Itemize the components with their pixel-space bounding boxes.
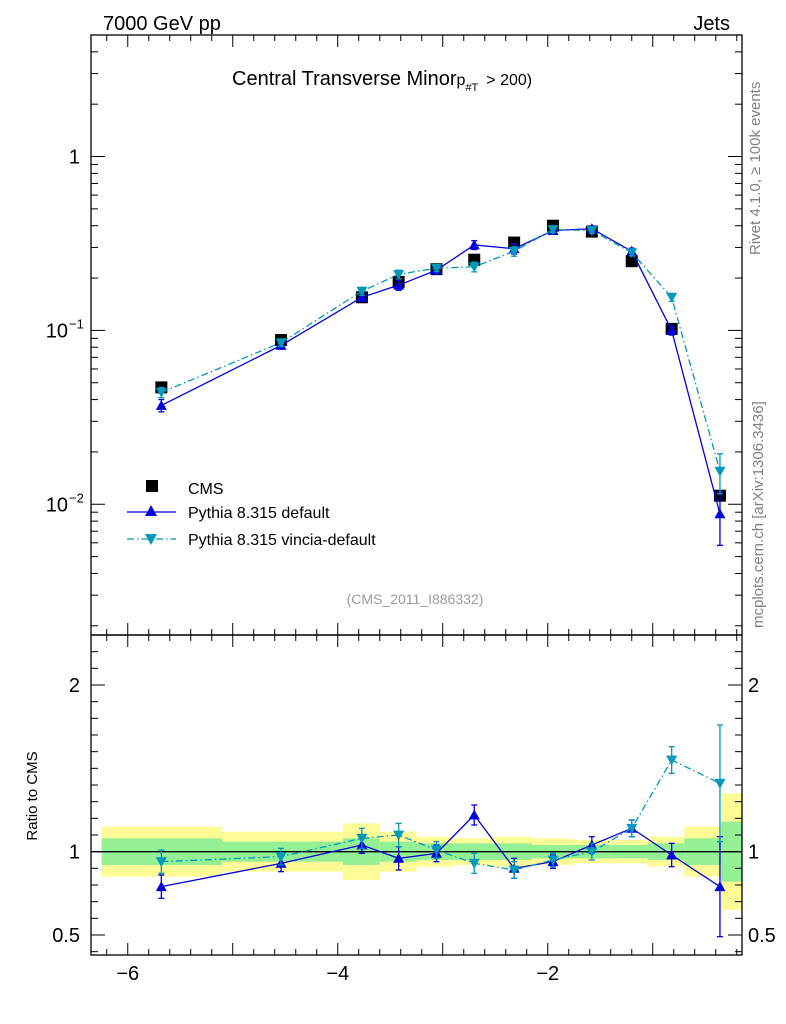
y-tick-label: 1 bbox=[69, 147, 80, 169]
ratio-line-2 bbox=[161, 759, 721, 871]
y-tick-label: 10 bbox=[46, 494, 68, 516]
data-point-2 bbox=[626, 248, 638, 259]
data-point-2 bbox=[586, 226, 598, 237]
ratio-tick-label-left: 1 bbox=[69, 842, 80, 864]
ratio-point-2 bbox=[547, 855, 559, 866]
data-point-2 bbox=[155, 387, 167, 398]
legend-label-default: Pythia 8.315 default bbox=[188, 505, 330, 522]
chart-title-cut-prefix: p bbox=[457, 72, 466, 89]
ratio-tick-label-left: 0.5 bbox=[52, 925, 80, 947]
ratio-point-1 bbox=[666, 849, 678, 860]
process-label: Jets bbox=[693, 13, 730, 35]
legend: CMS Pythia 8.315 default Pythia 8.315 vi… bbox=[127, 480, 376, 549]
data-point-1 bbox=[714, 508, 726, 519]
ratio-panel-frame bbox=[90, 634, 743, 956]
y-tick-label: 10 bbox=[46, 320, 68, 342]
data-point-2 bbox=[430, 263, 442, 274]
legend-label-cms: CMS bbox=[188, 481, 224, 498]
ratio-point-1 bbox=[714, 881, 726, 892]
ratio-point-2 bbox=[666, 755, 678, 766]
legend-marker-vincia bbox=[145, 534, 157, 545]
legend-label-vincia: Pythia 8.315 vincia-default bbox=[188, 532, 376, 549]
data-point-1 bbox=[468, 239, 480, 250]
ratio-tick-label-right: 0.5 bbox=[748, 925, 776, 947]
energy-label: 7000 GeV pp bbox=[103, 13, 221, 35]
ratio-point-2 bbox=[393, 830, 405, 841]
mcplots-label: mcplots.cern.ch [arXiv:1306.3436] bbox=[750, 401, 767, 628]
ratio-tick-label-left: 2 bbox=[69, 675, 80, 697]
ratio-point-2 bbox=[356, 833, 368, 844]
ratio-point-1 bbox=[468, 809, 480, 820]
x-tick-label: −4 bbox=[326, 963, 349, 985]
legend-marker-default bbox=[145, 505, 157, 516]
data-point-2 bbox=[547, 225, 559, 236]
chart-title-main: Central Transverse Minor bbox=[232, 68, 457, 90]
x-tick-label: −6 bbox=[116, 963, 139, 985]
ratio-point-2 bbox=[275, 852, 287, 863]
ratio-point-2 bbox=[508, 865, 520, 876]
series-layer bbox=[155, 219, 726, 938]
legend-marker-cms bbox=[146, 480, 158, 492]
data-point-1 bbox=[666, 324, 678, 335]
series-line-1 bbox=[161, 227, 721, 515]
data-point-1 bbox=[393, 279, 405, 290]
y-tick-exponent: −1 bbox=[69, 316, 84, 331]
chart-title: Central Transverse Minorp#T > 200) bbox=[232, 68, 532, 94]
data-point-2 bbox=[666, 292, 678, 303]
data-point-1 bbox=[155, 399, 167, 410]
ratio-tick-label-right: 1 bbox=[748, 842, 759, 864]
ratio-tick-label-right: 2 bbox=[748, 675, 759, 697]
ratio-point-2 bbox=[714, 778, 726, 789]
chart-title-cut-sub: #T bbox=[465, 82, 478, 94]
y-tick-exponent: −2 bbox=[69, 490, 84, 505]
ratio-point-1 bbox=[393, 852, 405, 863]
rivet-version-label: Rivet 4.1.0, ≥ 100k events bbox=[747, 82, 764, 255]
ratio-line-1 bbox=[161, 814, 721, 888]
data-point-2 bbox=[356, 286, 368, 297]
data-point-1 bbox=[356, 291, 368, 302]
data-point-2 bbox=[393, 269, 405, 280]
ratio-point-2 bbox=[468, 858, 480, 869]
ratio-point-2 bbox=[155, 857, 167, 868]
data-point-2 bbox=[275, 338, 287, 349]
ratio-point-2 bbox=[430, 845, 442, 856]
data-point-2 bbox=[468, 262, 480, 273]
axis-ticks bbox=[91, 34, 742, 955]
ratio-point-2 bbox=[586, 847, 598, 858]
plot-frames bbox=[90, 34, 743, 956]
ratio-ylabel: Ratio to CMS bbox=[24, 751, 41, 840]
x-tick-label: −2 bbox=[536, 963, 559, 985]
data-point-2 bbox=[508, 246, 520, 257]
ratio-point-2 bbox=[626, 823, 638, 834]
chart-title-paren: ) bbox=[527, 72, 532, 89]
chart-title-cut-rest: > 200 bbox=[486, 72, 527, 89]
ratio-point-1 bbox=[155, 881, 167, 892]
data-point-cms bbox=[508, 236, 521, 249]
analysis-label: (CMS_2011_I886332) bbox=[347, 591, 484, 607]
data-point-2 bbox=[714, 466, 726, 477]
series-line-2 bbox=[161, 228, 721, 472]
